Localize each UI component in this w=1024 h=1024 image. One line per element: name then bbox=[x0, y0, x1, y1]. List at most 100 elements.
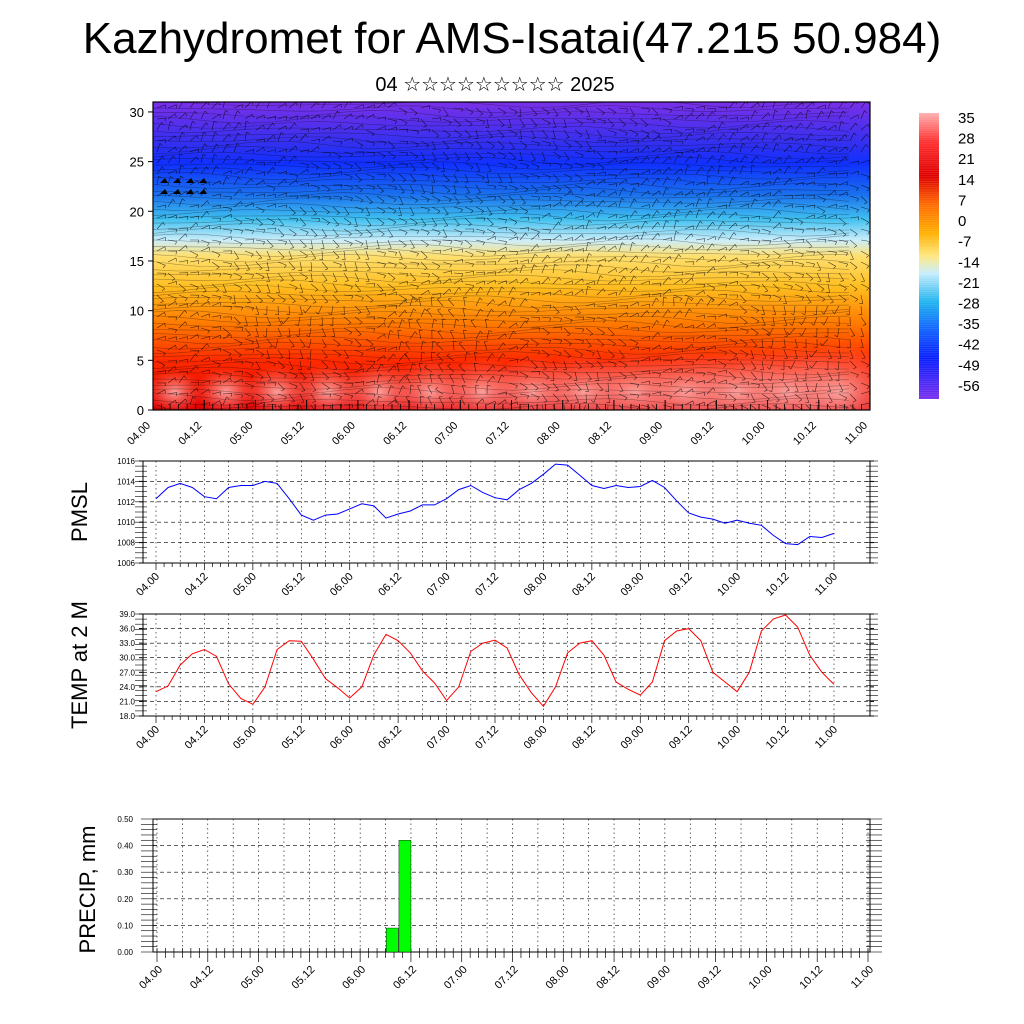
wind-flag bbox=[160, 189, 168, 194]
temp-y-tick-label: 18.0 bbox=[119, 712, 135, 721]
temp-y-tick-label: 39.0 bbox=[119, 610, 135, 619]
pmsl-x-tick-label: 04.00 bbox=[134, 571, 162, 599]
precip-x-tick-label: 07.00 bbox=[442, 964, 470, 992]
contour-line bbox=[153, 161, 850, 170]
precip-x-tick-label: 06.12 bbox=[391, 964, 419, 992]
temp-series-line bbox=[155, 614, 835, 708]
precip-x-tick-label: 05.12 bbox=[290, 964, 318, 992]
contour-line bbox=[153, 330, 850, 340]
colorbar-label: -49 bbox=[958, 357, 980, 374]
colorbar-bands bbox=[919, 112, 939, 400]
contour-line bbox=[153, 207, 850, 216]
wind-flag bbox=[199, 178, 207, 183]
contour-line bbox=[153, 371, 850, 381]
contour-line bbox=[153, 315, 850, 324]
pmsl-x-tick-label: 08.12 bbox=[570, 571, 598, 599]
heatmap-y-tick-label: 10 bbox=[130, 304, 144, 319]
contour-line bbox=[153, 254, 849, 263]
contour-line bbox=[153, 340, 850, 350]
pmsl-y-label: PMSL bbox=[67, 482, 92, 542]
colorbar-label: 35 bbox=[958, 110, 975, 127]
heatmap-x-tick-label: 08.12 bbox=[586, 420, 614, 448]
wind-flag bbox=[199, 189, 207, 194]
precip-y-tick-label: 0.00 bbox=[117, 948, 133, 957]
temp-y-tick-label: 21.0 bbox=[119, 697, 135, 706]
precip-y-label: PRECIP, mm bbox=[75, 826, 100, 954]
pmsl-x-tick-label: 05.00 bbox=[231, 571, 259, 599]
heatmap-overlay bbox=[153, 102, 870, 410]
pmsl-x-tick-label: 10.12 bbox=[764, 571, 792, 599]
temp-x-tick-label: 05.12 bbox=[279, 724, 307, 752]
contour-line bbox=[153, 335, 850, 345]
chart-subtitle: 04 ☆☆☆☆☆☆☆☆☆ 2025 bbox=[375, 74, 615, 96]
pmsl-series-line bbox=[155, 463, 835, 546]
pmsl-y-tick-label: 1014 bbox=[117, 477, 135, 486]
precip-x-tick-label: 04.00 bbox=[137, 964, 165, 992]
contour-line bbox=[153, 356, 850, 365]
colorbar-label: -42 bbox=[958, 337, 980, 354]
heatmap-x-tick-label: 08.00 bbox=[535, 420, 563, 448]
contour-line bbox=[153, 248, 850, 257]
contour-line bbox=[153, 187, 850, 196]
contour-line bbox=[153, 228, 850, 237]
pmsl-x-tick-label: 09.00 bbox=[618, 571, 646, 599]
contour-line bbox=[153, 274, 850, 283]
pmsl-y-tick-label: 1006 bbox=[117, 559, 135, 568]
pmsl-y-tick-label: 1016 bbox=[117, 457, 135, 466]
warm-cell bbox=[773, 344, 870, 410]
pmsl-x-tick-label: 08.00 bbox=[522, 571, 550, 599]
pmsl-y-tick-label: 1010 bbox=[117, 518, 135, 527]
temp-y-label: TEMP at 2 M bbox=[67, 601, 92, 729]
precip-bar bbox=[398, 840, 412, 953]
precip-x-tick-label: 04.12 bbox=[188, 964, 216, 992]
contour-line bbox=[153, 102, 850, 108]
colorbar-label: 28 bbox=[958, 131, 975, 148]
contour-line bbox=[153, 351, 850, 360]
temp-x-tick-label: 05.00 bbox=[231, 724, 259, 752]
contour-line bbox=[153, 305, 850, 314]
heatmap-x-tick-label: 04.12 bbox=[176, 420, 204, 448]
temp-x-tick-label: 08.12 bbox=[570, 724, 598, 752]
contour-line bbox=[153, 279, 850, 288]
contour-line bbox=[153, 197, 850, 206]
heatmap-x-tick-label: 07.00 bbox=[432, 420, 460, 448]
pmsl-y-tick-label: 1008 bbox=[117, 539, 135, 548]
precip-x-tick-label: 06.00 bbox=[340, 964, 368, 992]
temp-x-tick-label: 10.00 bbox=[715, 724, 743, 752]
pmsl-x-tick-label: 11.00 bbox=[813, 571, 840, 598]
temp-x-tick-label: 04.00 bbox=[134, 724, 162, 752]
precip-x-tick-label: 10.00 bbox=[747, 964, 775, 992]
precip-x-tick-label: 09.12 bbox=[696, 964, 724, 992]
heatmap-x-tick-label: 10.12 bbox=[791, 420, 819, 448]
contour-line bbox=[153, 366, 850, 376]
precip-y-tick-label: 0.40 bbox=[117, 842, 133, 851]
wind-flag bbox=[173, 178, 181, 183]
heatmap-x-tick-label: 06.12 bbox=[381, 420, 409, 448]
pmsl-x-tick-label: 09.12 bbox=[667, 571, 695, 599]
precip-x-tick-label: 09.00 bbox=[645, 964, 673, 992]
contour-line bbox=[153, 125, 850, 134]
temp-frame bbox=[142, 613, 871, 717]
precip-x-tick-label: 07.12 bbox=[493, 964, 521, 992]
contour-line bbox=[153, 181, 850, 191]
contour-line bbox=[153, 289, 850, 298]
temp-y-tick-label: 30.0 bbox=[119, 654, 135, 663]
temp-x-tick-label: 10.12 bbox=[764, 724, 792, 752]
heatmap-x-tick-label: 05.00 bbox=[228, 420, 256, 448]
colorbar-label: -35 bbox=[958, 316, 980, 333]
contour-line bbox=[153, 233, 850, 242]
temp-x-tick-label: 09.00 bbox=[618, 724, 646, 752]
pmsl-x-tick-label: 07.12 bbox=[473, 571, 501, 599]
wind-flag bbox=[186, 178, 194, 183]
pmsl-y-tick-label: 1012 bbox=[117, 498, 135, 507]
temp-y-tick-label: 36.0 bbox=[119, 625, 135, 634]
precip-x-tick-label: 10.12 bbox=[797, 964, 825, 992]
contour-line bbox=[153, 145, 849, 155]
pmsl-x-tick-label: 06.00 bbox=[328, 571, 356, 599]
pmsl-x-tick-label: 10.00 bbox=[715, 571, 743, 599]
temp-x-tick-label: 08.00 bbox=[522, 724, 550, 752]
precip-y-tick-label: 0.30 bbox=[117, 868, 133, 877]
heatmap-y-tick-label: 5 bbox=[137, 353, 144, 368]
temp-x-tick-label: 07.12 bbox=[473, 724, 501, 752]
